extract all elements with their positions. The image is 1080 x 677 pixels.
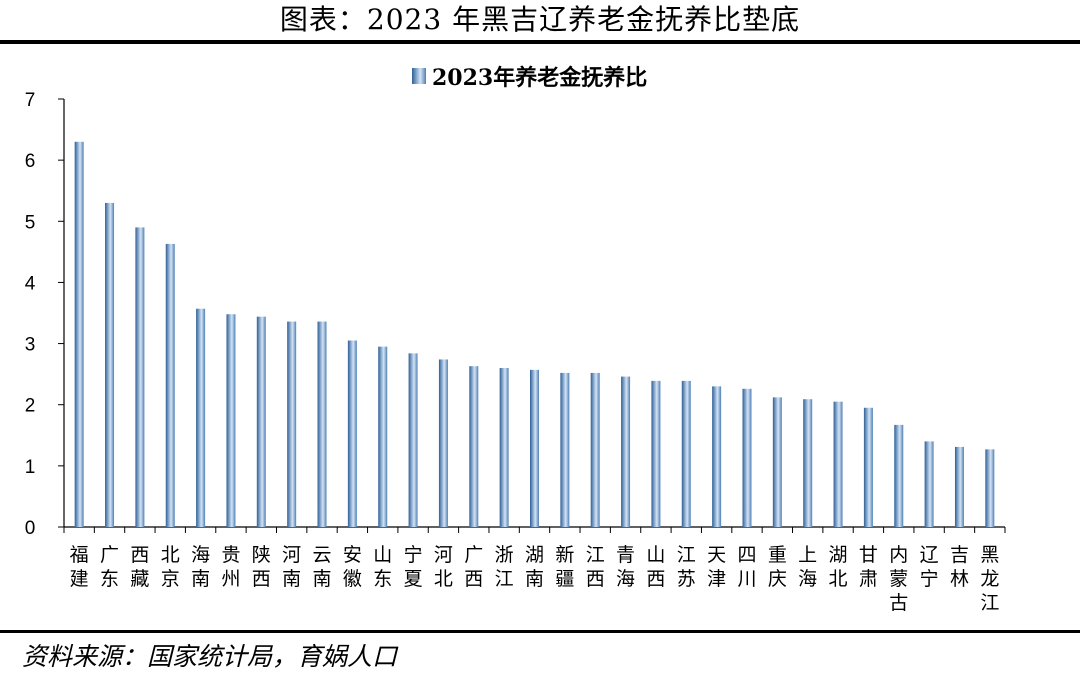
bar-贵州	[226, 314, 236, 527]
bar-广西	[469, 366, 479, 527]
x-tick-label: 江苏	[677, 544, 696, 590]
y-tick-label: 4	[25, 273, 36, 294]
bar-重庆	[772, 397, 782, 527]
x-tick-label: 西藏	[130, 544, 149, 590]
x-tick-label: 江西	[586, 544, 605, 590]
y-tick-label: 5	[25, 212, 36, 233]
x-tick-label: 新疆	[555, 544, 574, 590]
x-tick-label: 天津	[707, 544, 726, 590]
y-axis-ticks: 0 1 2 3 4 5 6 7	[25, 90, 64, 539]
bar-宁夏	[408, 353, 418, 527]
bar-江西	[590, 372, 600, 527]
x-tick-label: 四川	[737, 544, 756, 590]
bar-广东	[105, 202, 115, 527]
bar-福建	[74, 141, 84, 528]
x-tick-label: 贵州	[221, 544, 240, 590]
bar-山西	[651, 380, 661, 527]
x-tick-label: 上海	[798, 544, 817, 590]
x-tick-label: 吉林	[950, 544, 969, 590]
bottom-divider	[0, 630, 1080, 633]
x-tick-label: 陕西	[252, 544, 271, 590]
bar-吉林	[954, 446, 964, 527]
x-tick-label: 山东	[373, 544, 392, 590]
x-tick-label: 湖南	[525, 544, 544, 590]
bar-陕西	[256, 316, 266, 527]
bar-甘肃	[863, 407, 873, 527]
bar-河北	[438, 359, 448, 527]
x-tick-label: 黑龙江	[980, 544, 999, 614]
y-tick-label: 7	[25, 90, 36, 111]
y-tick-label: 0	[25, 518, 36, 539]
bar-北京	[165, 243, 175, 527]
bar-西藏	[135, 227, 145, 527]
bar-chart: 2023年养老金抚养比 0 1 2 3 4 5 6 7 福建广东西藏北京海南贵州陕西河南云南安…	[25, 65, 1006, 614]
bar-内蒙古	[894, 424, 904, 527]
source-note: 资料来源：国家统计局，育娲人口	[22, 642, 398, 671]
x-tick-label: 福建	[70, 544, 89, 590]
bar-安徽	[347, 340, 357, 527]
x-tick-label: 甘肃	[859, 544, 878, 590]
x-tick-label: 重庆	[768, 544, 787, 590]
x-tick-label: 安徽	[343, 544, 362, 590]
bar-青海	[621, 376, 631, 527]
bar-江苏	[681, 380, 691, 527]
y-tick-label: 2	[25, 396, 36, 417]
bar-浙江	[499, 368, 509, 527]
x-tick-label: 河南	[282, 544, 301, 590]
x-tick-label: 广东	[100, 544, 119, 590]
x-tick-label: 广西	[464, 544, 483, 590]
bar-四川	[742, 388, 752, 527]
x-tick-label: 内蒙古	[889, 544, 908, 614]
bar-云南	[317, 321, 327, 527]
y-tick-label: 3	[25, 335, 36, 356]
legend-swatch	[412, 68, 426, 84]
chart-legend: 2023年养老金抚养比	[412, 65, 647, 91]
bar-湖北	[833, 401, 843, 527]
bar-新疆	[560, 372, 570, 527]
x-tick-label: 山西	[646, 544, 665, 590]
legend-label: 2023年养老金抚养比	[432, 65, 647, 91]
y-tick-label: 6	[25, 151, 36, 172]
x-axis-labels: 福建广东西藏北京海南贵州陕西河南云南安徽山东宁夏河北广西浙江湖南新疆江西青海山西…	[70, 544, 1000, 614]
y-tick-label: 1	[25, 457, 36, 478]
bar-湖南	[530, 369, 539, 527]
x-tick-label: 河北	[434, 544, 453, 590]
x-tick-label: 海南	[191, 544, 210, 590]
x-tick-label: 宁夏	[404, 544, 423, 590]
top-divider	[0, 40, 1080, 44]
bar-辽宁	[924, 441, 934, 527]
x-tick-label: 北京	[161, 544, 180, 590]
bar-series	[74, 141, 995, 528]
x-tick-label: 辽宁	[920, 544, 939, 590]
x-tick-label: 湖北	[829, 544, 848, 590]
bar-黑龙江	[985, 449, 995, 527]
bar-上海	[803, 399, 813, 527]
x-tick-label: 云南	[313, 544, 332, 590]
bar-天津	[712, 386, 722, 527]
x-tick-label: 浙江	[495, 544, 514, 590]
x-tick-label: 青海	[616, 544, 635, 590]
bar-河南	[287, 321, 297, 527]
bar-山东	[378, 346, 388, 527]
bar-海南	[196, 308, 206, 527]
page-title: 图表：2023 年黑吉辽养老金抚养比垫底	[279, 3, 801, 36]
